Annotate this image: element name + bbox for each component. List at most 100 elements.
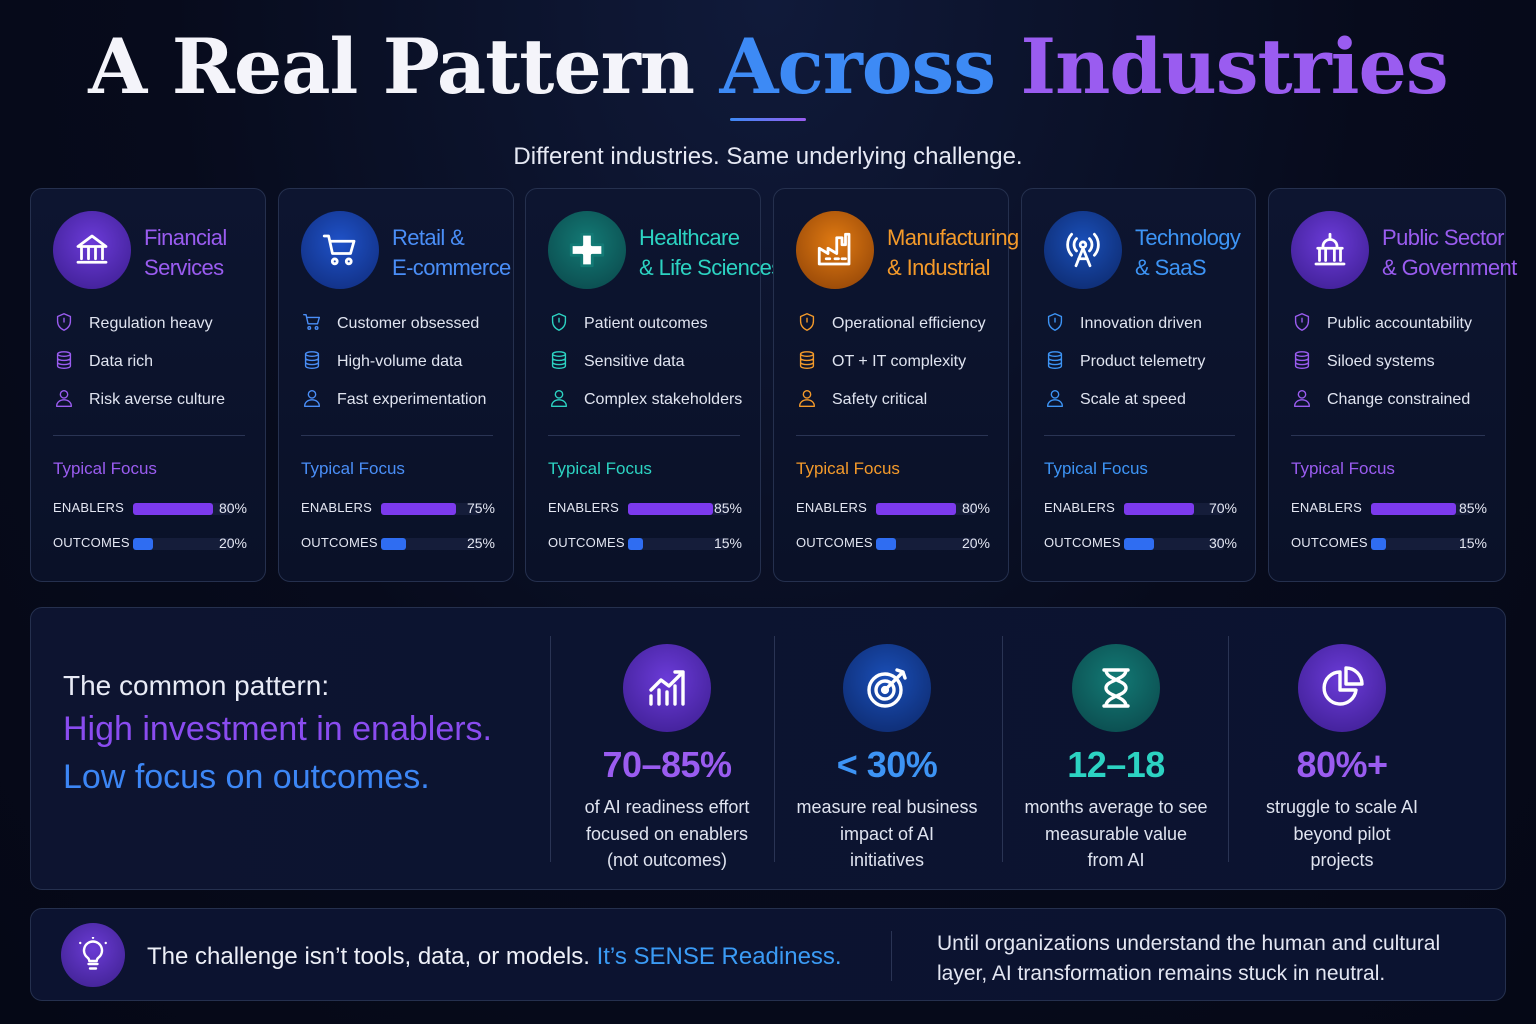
enablers-bar-fill [1124, 503, 1194, 515]
typical-focus-title: Typical Focus [53, 459, 157, 478]
enablers-bar-track [1371, 503, 1471, 515]
enablers-bar-label: ENABLERS [1291, 500, 1362, 515]
database-icon [1291, 349, 1327, 376]
stat-block: 80%+ struggle to scale AI beyond pilot proj… [1229, 644, 1455, 874]
trait-label: Fast experimentation [337, 391, 487, 408]
trait-label: Operational efficiency [832, 315, 986, 332]
outcomes-bar-value: 15% [713, 535, 742, 551]
enablers-bar-row: ENABLERS 70% [1044, 500, 1237, 516]
industry-card: Public Sector & Government Public accounta… [1268, 188, 1517, 582]
outcomes-bar-label: OUTCOMES [796, 535, 873, 550]
growth-chart-icon [623, 644, 711, 732]
pattern-enablers-line: High investment in enablers. [63, 710, 493, 748]
outcomes-bar-value: 25% [466, 535, 495, 551]
stat-value: 80%+ [1296, 744, 1388, 785]
industry-name-line: Services [144, 255, 224, 280]
outcomes-bar-row: OUTCOMES 20% [796, 535, 990, 551]
industry-name: Financial Services [144, 223, 227, 283]
enablers-bar-value: 70% [1208, 500, 1237, 516]
trait-label: Sensitive data [584, 353, 685, 370]
outcomes-bar-track [1124, 538, 1224, 550]
challenge-note: Until organizations understand the human… [937, 929, 1440, 989]
enablers-bar-label: ENABLERS [53, 500, 124, 515]
user-icon [301, 387, 337, 414]
trait-item: Regulation heavy [53, 311, 213, 337]
enablers-bar-row: ENABLERS 80% [53, 500, 247, 516]
stat-description-line: projects [1310, 850, 1374, 870]
enablers-bar-fill [381, 503, 456, 515]
stat-divider [550, 636, 551, 862]
typical-focus-title: Typical Focus [548, 459, 652, 478]
enablers-bar-label: ENABLERS [301, 500, 372, 515]
database-icon [53, 349, 89, 376]
outcomes-bar-track [876, 538, 976, 550]
user-icon [53, 387, 89, 414]
stat-description-line: of AI readiness effort [584, 797, 750, 817]
trait-item: High-volume data [301, 349, 462, 375]
trait-item: Fast experimentation [301, 387, 486, 413]
trait-item: Data rich [53, 349, 153, 375]
enablers-bar-track [876, 503, 976, 515]
industry-card: Manufacturing & Industrial Operational eff… [773, 188, 1019, 582]
enablers-bar-value: 85% [1458, 500, 1487, 516]
trait-item: Patient outcomes [548, 311, 708, 337]
common-pattern-panel: The common pattern: High investment in e… [30, 607, 1506, 890]
industry-header: Public Sector & Government [1291, 211, 1517, 293]
industry-name: Manufacturing & Industrial [887, 223, 1019, 283]
pattern-outcomes-line: Low focus on outcomes. [63, 758, 430, 796]
outcomes-bar-value: 30% [1208, 535, 1237, 551]
stat-description-line: (not outcomes) [606, 850, 728, 870]
card-divider [1044, 435, 1235, 436]
outcomes-bar-value: 15% [1458, 535, 1487, 551]
lightbulb-icon [61, 923, 125, 987]
user-icon [796, 387, 832, 414]
industry-name-line: Public Sector [1382, 225, 1504, 250]
industry-name-line: & Life Sciences [639, 255, 782, 280]
outcomes-bar-fill [628, 538, 643, 550]
enablers-bar-fill [133, 503, 213, 515]
trait-label: OT + IT complexity [832, 353, 967, 370]
challenge-statement: The challenge isn’t tools, data, or mode… [147, 943, 842, 971]
factory-icon [796, 211, 874, 289]
stat-divider [774, 636, 775, 862]
cart-icon [301, 311, 337, 338]
typical-focus-title: Typical Focus [796, 459, 900, 478]
industry-name-line: Retail & [392, 225, 465, 250]
industry-name-line: Technology [1135, 225, 1241, 250]
industry-name: Technology & SaaS [1135, 223, 1241, 283]
outcomes-bar-value: 20% [218, 535, 247, 551]
stat-value: < 30% [836, 744, 938, 785]
trait-item: Innovation driven [1044, 311, 1202, 337]
outcomes-bar-track [628, 538, 728, 550]
trait-label: Scale at speed [1080, 391, 1186, 408]
hourglass-icon [1072, 644, 1160, 732]
shield-icon [796, 311, 832, 338]
outcomes-bar-fill [133, 538, 153, 550]
trait-label: Safety critical [832, 391, 928, 408]
card-divider [301, 435, 493, 436]
trait-label: Risk averse culture [89, 391, 226, 408]
challenge-panel: The challenge isn’t tools, data, or mode… [30, 908, 1506, 1001]
outcomes-bar-label: OUTCOMES [53, 535, 130, 550]
typical-focus-title: Typical Focus [1291, 459, 1395, 478]
enablers-bar-track [381, 503, 481, 515]
stat-block: 70–85% of AI readiness effort focused on e… [554, 644, 780, 874]
shield-icon [1291, 311, 1327, 338]
database-icon [1044, 349, 1080, 376]
industry-name-line: Financial [144, 225, 227, 250]
industry-card: Technology & SaaS Innovation driven Product… [1021, 188, 1256, 582]
outcomes-bar-fill [876, 538, 896, 550]
shield-icon [1044, 311, 1080, 338]
industry-name-line: & Industrial [887, 255, 990, 280]
outcomes-bar-fill [1124, 538, 1154, 550]
enablers-bar-track [628, 503, 728, 515]
challenge-divider [891, 931, 892, 981]
enablers-bar-track [1124, 503, 1224, 515]
card-divider [548, 435, 740, 436]
challenge-note-line: layer, AI transformation remains stuck i… [937, 962, 1386, 985]
outcomes-bar-row: OUTCOMES 30% [1044, 535, 1237, 551]
challenge-note-line: Until organizations understand the human… [937, 932, 1441, 955]
stat-value: 12–18 [1067, 744, 1165, 785]
outcomes-bar-label: OUTCOMES [301, 535, 378, 550]
stat-divider [1228, 636, 1229, 862]
